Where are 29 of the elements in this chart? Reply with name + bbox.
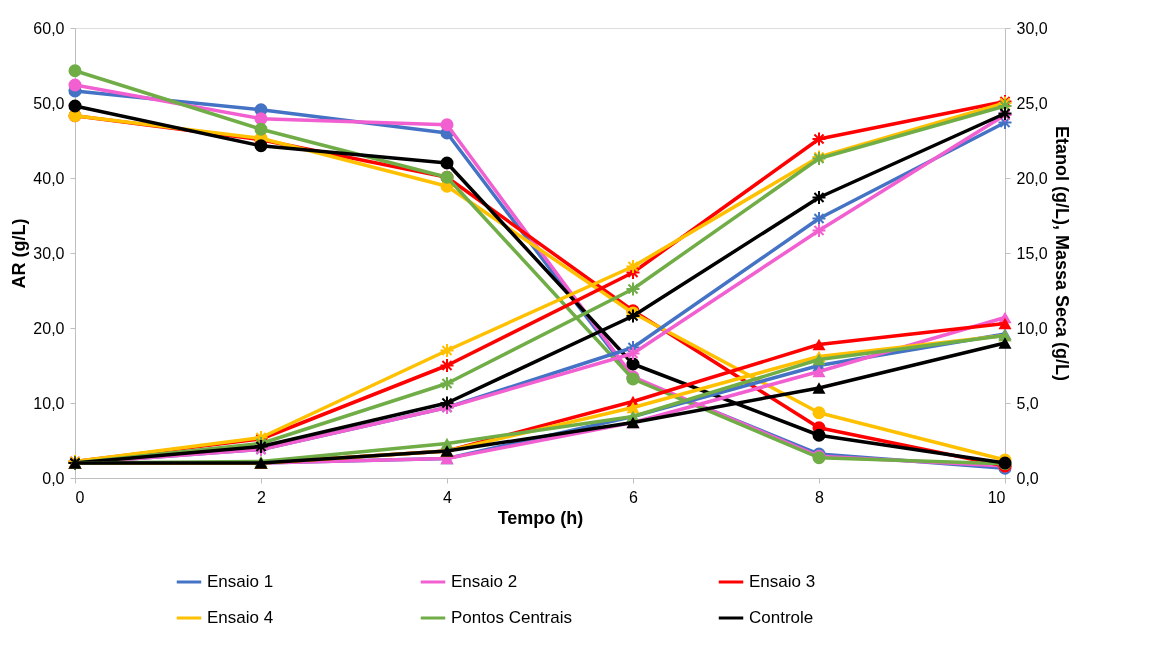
y-tick-label: 30,0: [33, 244, 65, 262]
x-tick-label: 6: [629, 488, 639, 506]
y2-tick-label: 10,0: [1016, 319, 1048, 337]
legend-label: Controle: [749, 608, 814, 627]
y-tick-label: 60,0: [33, 19, 65, 37]
x-tick-label: 4: [443, 488, 453, 506]
legend-label: Ensaio 1: [207, 572, 274, 591]
x-tick-label: 0: [75, 488, 85, 506]
y2-tick-label: 30,0: [1016, 19, 1048, 37]
legend-label: Ensaio 4: [207, 608, 274, 627]
legend-label: Ensaio 3: [749, 572, 816, 591]
legend-label: Ensaio 2: [451, 572, 518, 591]
x-axis-title: Tempo (h): [497, 507, 584, 528]
y-tick-label: 10,0: [33, 394, 65, 412]
y-tick-label: 0,0: [42, 469, 65, 487]
x-tick-label: 8: [815, 488, 825, 506]
y-axis-title: AR (g/L): [9, 218, 30, 289]
y2-axis-title: Etanol (g/L), Massa Seca (g/L): [1051, 125, 1072, 382]
y-tick-label: 40,0: [33, 169, 65, 187]
y-tick-label: 50,0: [33, 94, 65, 112]
x-tick-label: 2: [257, 488, 267, 506]
y2-tick-label: 20,0: [1016, 169, 1048, 187]
y2-tick-label: 15,0: [1016, 244, 1048, 262]
y2-tick-label: 0,0: [1016, 469, 1039, 487]
y2-tick-label: 25,0: [1016, 94, 1048, 112]
x-tick-label: 10: [987, 488, 1006, 506]
legend-label: Pontos Centrais: [451, 608, 572, 627]
y-tick-label: 20,0: [33, 319, 65, 337]
y2-tick-label: 5,0: [1016, 394, 1039, 412]
